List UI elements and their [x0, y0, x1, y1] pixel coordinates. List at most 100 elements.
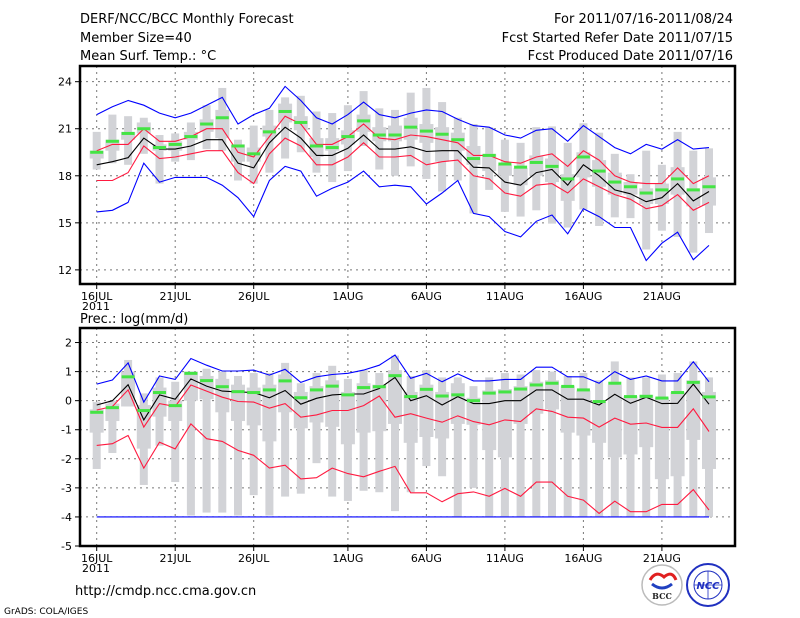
box-bar — [686, 380, 701, 440]
median-dash — [576, 155, 590, 159]
whisker-bar — [469, 124, 478, 214]
median-dash — [215, 116, 229, 120]
x-tick-label: 16JUL — [81, 290, 113, 303]
temperature-panel: 12 15 18 21 24 16JUL 21JUL 26JUL 1AUG 6AUG 11AUG 16… — [58, 64, 737, 313]
box-bar — [482, 390, 497, 451]
median-dash — [639, 394, 653, 398]
box-bar — [89, 409, 104, 433]
median-dash — [90, 150, 104, 154]
median-dash — [153, 391, 166, 395]
box-bar — [592, 160, 607, 187]
box-bar — [388, 370, 402, 424]
median-dash — [561, 384, 575, 388]
median-dash — [310, 144, 323, 148]
forecast-period: For 2011/07/16-2011/08/24 — [554, 12, 733, 27]
whisker-bar — [626, 174, 635, 219]
series-line-mean — [96, 126, 710, 203]
median-dash — [482, 153, 496, 157]
series-line-upper — [96, 384, 710, 432]
median-dash — [671, 177, 685, 181]
box-bar — [545, 380, 559, 410]
box-bar — [403, 117, 418, 140]
x-tick-label: 21JUL — [159, 552, 191, 565]
y-tick-label: 0 — [65, 395, 72, 408]
bcc-logo-icon: BCC — [641, 564, 683, 606]
box-bar — [435, 391, 450, 439]
whisker-bar — [265, 373, 274, 516]
box-bar — [545, 158, 559, 183]
variable-label: Mean Surf. Temp.: °C — [80, 49, 216, 64]
box-bar — [497, 164, 512, 176]
whisker-bar — [124, 116, 133, 165]
median-dash — [514, 387, 528, 391]
median-dash — [357, 386, 371, 390]
median-dash — [184, 135, 198, 139]
median-dash — [561, 177, 575, 181]
median-dash — [137, 409, 151, 413]
y-tick-label: 15 — [58, 217, 72, 230]
median-dash — [388, 374, 402, 378]
box-bar — [340, 391, 355, 445]
box-bar — [435, 127, 450, 162]
median-dash — [184, 371, 198, 375]
forecast-start-date: Fcst Started Refer Date 2011/07/15 — [502, 31, 733, 46]
forecast-produced-date: Fcst Produced Date 2011/07/16 — [528, 49, 733, 64]
box-bar — [121, 131, 136, 140]
median-dash — [168, 404, 182, 408]
box-bar — [199, 119, 214, 132]
member-size: Member Size=40 — [80, 31, 192, 46]
median-dash — [435, 132, 449, 136]
whisker-bar — [563, 375, 572, 517]
series-line-mean — [96, 376, 710, 422]
box-bar — [262, 384, 277, 442]
x-tick-label: 21AUG — [643, 290, 681, 303]
y-tick-label: 24 — [58, 76, 72, 89]
median-dash — [262, 388, 276, 392]
median-dash — [419, 129, 433, 133]
plot-frame — [78, 326, 737, 548]
box-bar — [168, 141, 183, 151]
median-dash — [702, 185, 716, 189]
median-dash — [451, 138, 465, 142]
box-bar — [278, 374, 293, 413]
median-dash — [419, 387, 433, 391]
median-dash — [624, 395, 637, 399]
ncc-logo-text: NCC — [696, 581, 720, 592]
median-dash — [404, 125, 418, 129]
whisker-bar — [548, 371, 556, 517]
x-tick-label: 26JUL — [238, 290, 270, 303]
box-bar — [686, 188, 701, 207]
box-bar — [419, 124, 434, 143]
box-bar — [654, 397, 669, 480]
median-dash — [294, 396, 308, 400]
y-tick-label: -3 — [61, 482, 72, 495]
whisker-bar — [328, 365, 337, 497]
whisker-bar — [249, 373, 258, 496]
ncc-logo-icon: NCC — [686, 563, 730, 607]
median-dash — [90, 410, 104, 414]
box-bar — [168, 400, 183, 422]
box-bar — [560, 386, 575, 433]
median-dash — [686, 380, 700, 384]
median-dash — [231, 390, 245, 394]
series-line-lower — [96, 137, 710, 211]
median-dash — [247, 391, 261, 395]
y-tick-label: -1 — [61, 424, 72, 437]
box-bar — [325, 380, 340, 427]
median-dash — [357, 119, 371, 123]
whisker-bar — [469, 386, 478, 488]
box-bar — [607, 172, 622, 195]
median-dash — [608, 381, 622, 385]
median-dash — [200, 122, 214, 126]
median-dash — [624, 185, 637, 189]
series-line-max — [96, 85, 710, 155]
box-bar — [403, 391, 418, 443]
median-dash — [137, 127, 151, 131]
whisker-bar — [265, 109, 274, 173]
whisker-bar — [391, 355, 399, 512]
precipitation-panel: -5 -4 -3 -2 -1 0 1 2 16JUL 21JUL 26JUL 1AUG 6AUG 11AU… — [61, 326, 737, 575]
source-url[interactable]: http://cmdp.ncc.cma.gov.cn — [75, 584, 256, 599]
box-bar — [529, 155, 544, 176]
box-bar — [623, 396, 638, 455]
median-dash — [278, 379, 292, 383]
